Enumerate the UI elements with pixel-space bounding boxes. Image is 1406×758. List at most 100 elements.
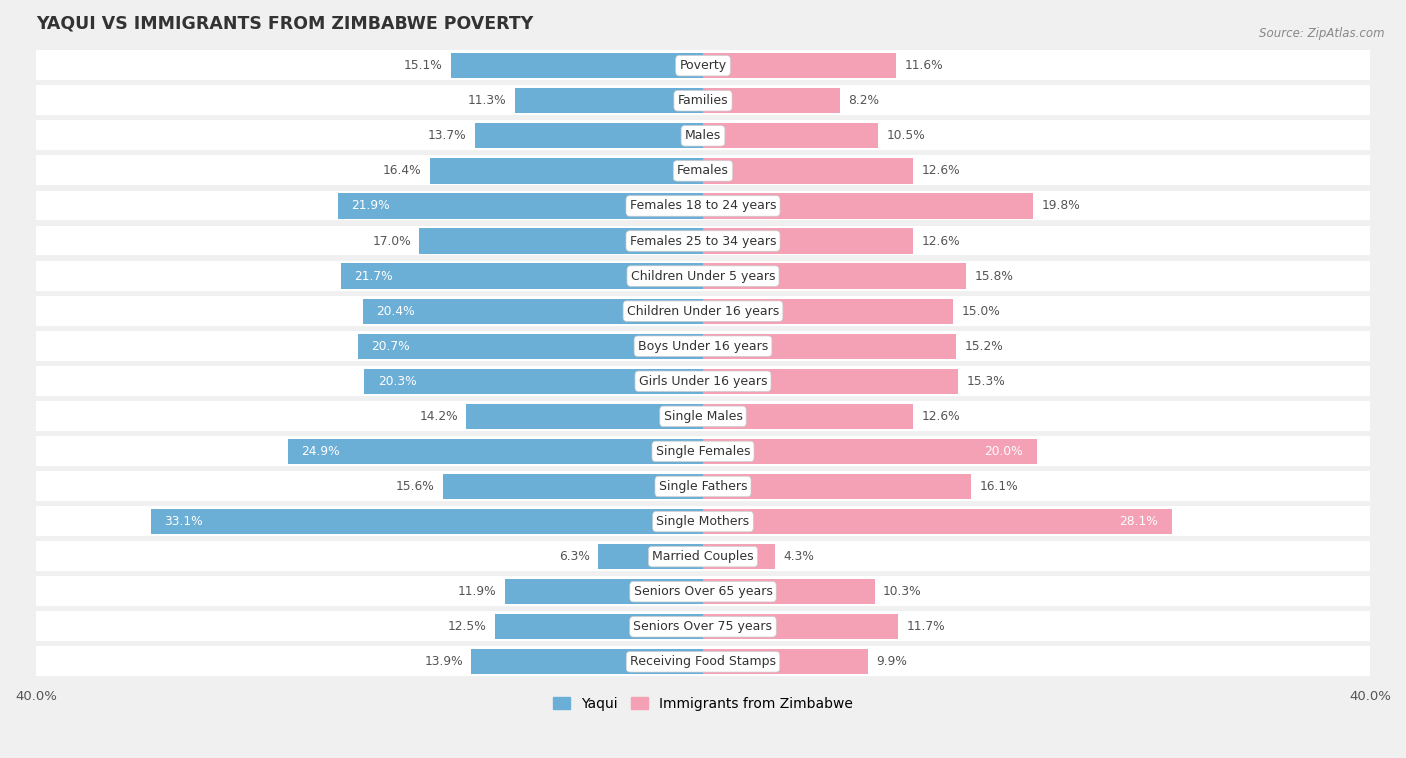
Text: 12.5%: 12.5% [447, 620, 486, 633]
Bar [703, 228, 912, 254]
Legend: Yaqui, Immigrants from Zimbabwe: Yaqui, Immigrants from Zimbabwe [547, 691, 859, 716]
Text: YAQUI VS IMMIGRANTS FROM ZIMBABWE POVERTY: YAQUI VS IMMIGRANTS FROM ZIMBABWE POVERT… [37, 15, 533, 33]
Text: Children Under 16 years: Children Under 16 years [627, 305, 779, 318]
Bar [598, 544, 703, 569]
Text: 15.6%: 15.6% [395, 480, 434, 493]
Bar [337, 193, 703, 218]
Text: 20.3%: 20.3% [378, 374, 416, 388]
Text: 13.7%: 13.7% [427, 130, 467, 143]
Text: 12.6%: 12.6% [921, 410, 960, 423]
Text: 10.5%: 10.5% [886, 130, 925, 143]
Text: Poverty: Poverty [679, 59, 727, 72]
Text: 15.8%: 15.8% [974, 270, 1014, 283]
Text: 33.1%: 33.1% [165, 515, 202, 528]
Text: Females: Females [678, 164, 728, 177]
Text: Single Females: Single Females [655, 445, 751, 458]
Bar [703, 404, 912, 429]
Bar [37, 50, 1369, 81]
Text: 10.3%: 10.3% [883, 585, 922, 598]
Text: 9.9%: 9.9% [876, 656, 907, 669]
Text: 4.3%: 4.3% [783, 550, 814, 563]
Bar [703, 544, 775, 569]
Bar [288, 439, 703, 464]
Text: 24.9%: 24.9% [301, 445, 340, 458]
Bar [37, 86, 1369, 116]
Text: 11.6%: 11.6% [905, 59, 943, 72]
Bar [703, 264, 966, 289]
Bar [37, 121, 1369, 152]
Text: 15.0%: 15.0% [962, 305, 1000, 318]
Text: 20.4%: 20.4% [377, 305, 415, 318]
Text: 20.0%: 20.0% [984, 445, 1024, 458]
Text: 15.2%: 15.2% [965, 340, 1004, 352]
Text: 15.1%: 15.1% [404, 59, 443, 72]
Text: 28.1%: 28.1% [1119, 515, 1159, 528]
Text: Single Mothers: Single Mothers [657, 515, 749, 528]
Bar [451, 53, 703, 78]
Bar [429, 158, 703, 183]
Text: 11.9%: 11.9% [457, 585, 496, 598]
Bar [37, 190, 1369, 221]
Text: Single Males: Single Males [664, 410, 742, 423]
Bar [37, 401, 1369, 432]
Text: 15.3%: 15.3% [966, 374, 1005, 388]
Text: Females 25 to 34 years: Females 25 to 34 years [630, 234, 776, 248]
Text: Source: ZipAtlas.com: Source: ZipAtlas.com [1260, 27, 1385, 39]
Bar [703, 649, 868, 675]
Text: Families: Families [678, 94, 728, 107]
Bar [703, 474, 972, 499]
Bar [37, 296, 1369, 327]
Text: Single Fathers: Single Fathers [659, 480, 747, 493]
Bar [703, 368, 957, 394]
Bar [37, 261, 1369, 292]
Bar [467, 404, 703, 429]
Bar [37, 366, 1369, 396]
Text: Seniors Over 65 years: Seniors Over 65 years [634, 585, 772, 598]
Bar [703, 53, 897, 78]
Text: 21.7%: 21.7% [354, 270, 394, 283]
Text: 17.0%: 17.0% [373, 234, 411, 248]
Text: Seniors Over 75 years: Seniors Over 75 years [634, 620, 772, 633]
Bar [703, 439, 1036, 464]
Text: 13.9%: 13.9% [425, 656, 463, 669]
Bar [703, 299, 953, 324]
Bar [363, 299, 703, 324]
Text: 19.8%: 19.8% [1042, 199, 1080, 212]
Bar [37, 436, 1369, 467]
Bar [37, 576, 1369, 607]
Bar [342, 264, 703, 289]
Bar [703, 88, 839, 114]
Text: Girls Under 16 years: Girls Under 16 years [638, 374, 768, 388]
Bar [703, 193, 1033, 218]
Bar [37, 506, 1369, 537]
Text: 21.9%: 21.9% [352, 199, 389, 212]
Bar [703, 509, 1171, 534]
Bar [419, 228, 703, 254]
Bar [37, 647, 1369, 677]
Text: Males: Males [685, 130, 721, 143]
Bar [703, 124, 879, 149]
Text: 6.3%: 6.3% [558, 550, 589, 563]
Text: 12.6%: 12.6% [921, 234, 960, 248]
Bar [443, 474, 703, 499]
Text: 20.7%: 20.7% [371, 340, 409, 352]
Bar [37, 155, 1369, 186]
Text: 16.4%: 16.4% [382, 164, 422, 177]
Bar [505, 579, 703, 604]
Bar [37, 330, 1369, 362]
Text: 11.7%: 11.7% [907, 620, 945, 633]
Text: Receiving Food Stamps: Receiving Food Stamps [630, 656, 776, 669]
Bar [495, 614, 703, 639]
Bar [703, 614, 898, 639]
Text: 8.2%: 8.2% [848, 94, 879, 107]
Bar [703, 334, 956, 359]
Text: 11.3%: 11.3% [468, 94, 506, 107]
Text: Females 18 to 24 years: Females 18 to 24 years [630, 199, 776, 212]
Bar [37, 611, 1369, 642]
Bar [364, 368, 703, 394]
Text: Boys Under 16 years: Boys Under 16 years [638, 340, 768, 352]
Bar [515, 88, 703, 114]
Bar [703, 158, 912, 183]
Text: 12.6%: 12.6% [921, 164, 960, 177]
Text: 16.1%: 16.1% [980, 480, 1018, 493]
